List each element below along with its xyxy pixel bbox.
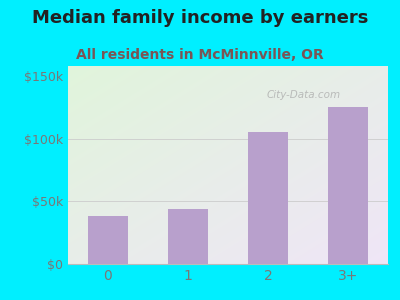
Text: City-Data.com: City-Data.com [266,90,340,100]
Bar [328,107,368,264]
Bar [88,216,128,264]
Bar [168,209,208,264]
Bar [248,132,288,264]
Text: All residents in McMinnville, OR: All residents in McMinnville, OR [76,48,324,62]
Text: Median family income by earners: Median family income by earners [32,9,368,27]
